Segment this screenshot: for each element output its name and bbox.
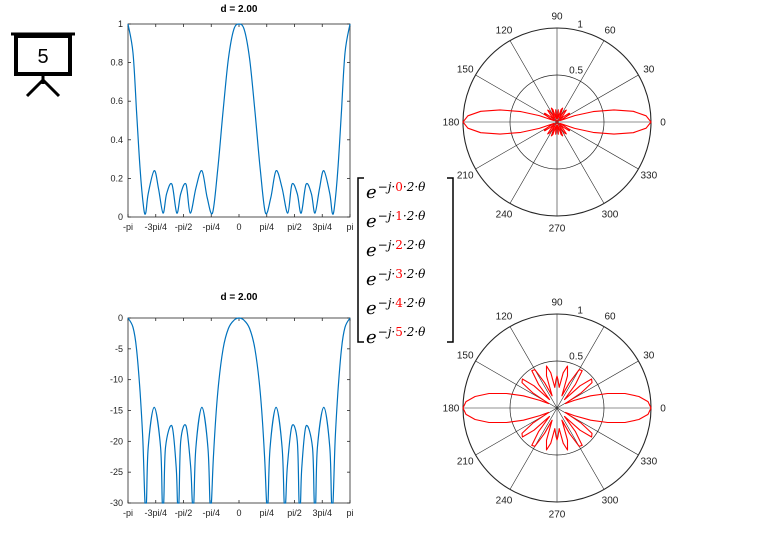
x-tick-label: -pi (123, 508, 133, 518)
theta-tick-label: 240 (496, 209, 513, 220)
polar-ring (509, 74, 605, 170)
r-tick-label: 1 (577, 305, 583, 316)
y-tick-label: -5 (115, 344, 123, 354)
x-tick-label: -pi/4 (202, 508, 220, 518)
theta-tick-label: 330 (640, 457, 657, 468)
r-tick-label: 0.5 (569, 66, 583, 77)
theta-tick-label: 90 (551, 12, 563, 23)
slide-number: 5 (37, 46, 48, 68)
y-tick-label: 0 (118, 212, 123, 222)
y-tick-label: -25 (110, 467, 123, 477)
matrix-right-bracket (447, 177, 454, 343)
x-tick-label: -pi/2 (175, 508, 193, 518)
y-tick-label: -30 (110, 498, 123, 508)
polar-pattern-bottom: 0.5 1 0 30 60 90 120 150 180 210 240 270 300 330 (443, 298, 667, 521)
y-tick-label: 0 (118, 313, 123, 323)
steering-vector-matrix: e−j·0·2·θ e−j·1·2·θ e−j·2·2·θ e−j·3·2·θ e−j·… (357, 177, 454, 348)
theta-tick-label: 0 (660, 118, 666, 129)
polar-pattern-line (462, 107, 652, 137)
theta-tick-label: 150 (457, 65, 474, 76)
x-tick-label: -3pi/4 (144, 222, 167, 232)
x-tick-label: pi/4 (259, 508, 274, 518)
x-tick-label: pi/2 (287, 508, 302, 518)
theta-tick-label: 270 (549, 510, 566, 521)
r-tick-label: 1 (577, 19, 583, 30)
matrix-row: e−j·1·2·θ (366, 209, 426, 232)
x-tick-label: pi/2 (287, 222, 302, 232)
y-tick-label: 0.2 (110, 173, 123, 183)
x-tick-label: -pi/4 (202, 222, 220, 232)
linear-pattern-chart: d = 2.00 -pi -3pi/4 -pi/2 -pi/4 0 pi/4 pi/2 3pi/… (110, 4, 353, 232)
r-tick-label: 0.5 (569, 352, 583, 363)
theta-tick-label: 330 (640, 171, 657, 182)
theta-tick-label: 60 (604, 312, 616, 323)
matrix-row: e−j·5·2·θ (366, 325, 426, 348)
y-tick-label: 0.6 (110, 96, 123, 106)
y-tick-label: -10 (110, 375, 123, 385)
x-tick-label: -pi/2 (175, 222, 193, 232)
x-tick-label: pi (346, 508, 353, 518)
theta-tick-label: 120 (496, 312, 513, 323)
series-line (127, 23, 351, 215)
y-tick-label: 1 (118, 19, 123, 29)
x-tick-label: 0 (236, 508, 241, 518)
x-tick-label: pi/4 (259, 222, 274, 232)
chart-title: d = 2.00 (221, 292, 258, 303)
presentation-board-icon (11, 32, 75, 98)
matrix-row: e−j·2·2·θ (366, 238, 426, 261)
matrix-row: e−j·0·2·θ (366, 180, 426, 203)
theta-tick-label: 30 (643, 351, 655, 362)
theta-tick-label: 30 (643, 65, 655, 76)
theta-tick-label: 210 (457, 171, 474, 182)
y-tick-label: 0.4 (110, 135, 123, 145)
theta-tick-label: 60 (604, 26, 616, 37)
series-line (127, 317, 351, 504)
y-tick-label: -15 (110, 406, 123, 416)
polar-pattern-line (462, 365, 652, 451)
x-tick-label: -pi (123, 222, 133, 232)
polar-pattern-top: 0.5 1 0 30 60 90 120 150 180 210 240 270 300 330 (443, 12, 667, 235)
theta-tick-label: 210 (457, 457, 474, 468)
chart-title: d = 2.00 (221, 4, 258, 15)
theta-tick-label: 150 (457, 351, 474, 362)
plot-area (127, 23, 351, 218)
x-tick-label: pi (346, 222, 353, 232)
theta-tick-label: 270 (549, 224, 566, 235)
theta-tick-label: 240 (496, 495, 513, 506)
x-tick-label: -3pi/4 (144, 508, 167, 518)
theta-tick-label: 300 (602, 495, 619, 506)
theta-tick-label: 90 (551, 298, 563, 309)
x-tick-label: 3pi/4 (312, 508, 332, 518)
theta-tick-label: 0 (660, 404, 666, 415)
y-tick-label: -20 (110, 436, 123, 446)
x-tick-label: 0 (236, 222, 241, 232)
theta-tick-label: 180 (443, 404, 460, 415)
db-pattern-chart: d = 2.00 -pi -3pi/4 -pi/2 -pi/4 0 pi/4 pi/2 3pi/… (110, 292, 354, 518)
matrix-row: e−j·3·2·θ (366, 267, 426, 290)
matrix-row: e−j·4·2·θ (366, 296, 426, 319)
theta-tick-label: 180 (443, 118, 460, 129)
slide-number-badge: 5 (11, 32, 75, 98)
x-tick-label: 3pi/4 (312, 222, 332, 232)
theta-tick-label: 300 (602, 209, 619, 220)
theta-tick-label: 120 (496, 26, 513, 37)
matrix-left-bracket (357, 177, 364, 343)
polar-ring (509, 360, 605, 456)
y-tick-label: 0.8 (110, 58, 123, 68)
